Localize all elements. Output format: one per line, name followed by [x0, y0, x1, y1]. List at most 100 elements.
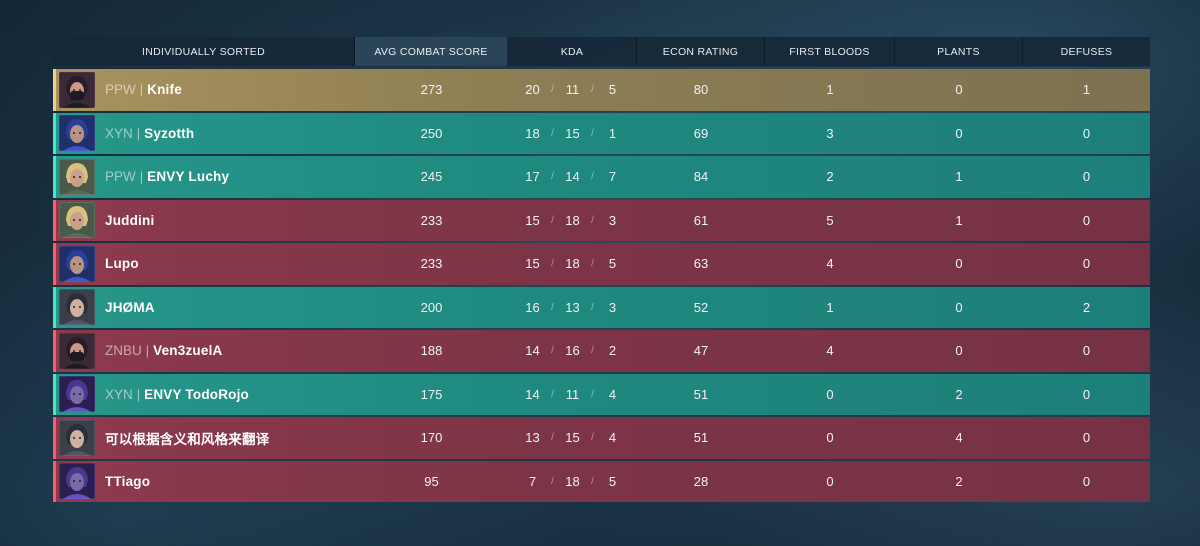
player-deaths: 15: [565, 430, 580, 446]
header-sort-econ[interactable]: ECON RATING: [637, 37, 765, 66]
player-row[interactable]: PPW | Knife 273 20 / 11 / 5 80 1 0 1: [53, 69, 1150, 111]
player-name: Syzotth: [144, 125, 195, 141]
player-kda: 15 / 18 / 5: [508, 243, 637, 285]
player-defuses: 2: [1082, 299, 1091, 315]
player-row[interactable]: | Lupo 233 15 / 18 / 5 63 4 0 0: [53, 243, 1150, 285]
player-name-cell: | Juddini: [53, 200, 355, 242]
player-assists: 5: [608, 256, 617, 272]
player-assists: 4: [608, 430, 617, 446]
player-acs: 188: [420, 343, 443, 359]
player-assists: 5: [608, 82, 617, 98]
player-row[interactable]: | Juddini 233 15 / 18 / 3 61 5 1 0: [53, 199, 1150, 242]
player-row[interactable]: | TTiago 95 7 / 18 / 5 28 0 2 0: [53, 460, 1150, 503]
tag-separator: |: [139, 82, 144, 98]
player-first-bloods: 0: [826, 473, 834, 489]
player-defuses: 0: [1082, 430, 1091, 446]
player-first-bloods: 0: [826, 386, 834, 402]
dark-haired-agent-avatar-icon: [59, 289, 95, 326]
player-plants: 0: [955, 343, 963, 359]
player-row[interactable]: | 可以根据含义和风格来翻译 170 13 / 15 / 4 51 0 4 0: [53, 417, 1150, 459]
player-assists: 3: [608, 299, 617, 315]
player-name: Lupo: [105, 256, 139, 272]
player-name: TTiago: [105, 473, 151, 489]
player-team-tag: XYN: [105, 386, 133, 402]
player-plants: 1: [955, 212, 963, 228]
kda-separator: /: [591, 171, 594, 183]
kda-separator: /: [551, 475, 554, 487]
player-kda: 20 / 11 / 5: [508, 69, 637, 111]
player-first-bloods: 2: [826, 169, 834, 185]
masked-agent-avatar-icon: [59, 71, 95, 108]
player-acs: 200: [420, 299, 443, 315]
header-sort-plants[interactable]: PLANTS: [895, 37, 1023, 66]
player-team-tag: PPW: [105, 169, 136, 185]
scoreboard: INDIVIDUALLY SORTED AVG COMBAT SCORE KDA…: [53, 37, 1150, 502]
kda-separator: /: [551, 388, 554, 400]
player-econ: 47: [693, 343, 709, 359]
tag-separator: |: [145, 343, 150, 359]
kda-separator: /: [591, 301, 594, 313]
player-kills: 7: [528, 473, 537, 489]
player-name-cell: PPW | ENVY Luchy: [53, 156, 355, 198]
player-kills: 20: [525, 82, 540, 98]
player-defuses: 0: [1082, 473, 1091, 489]
player-first-bloods: 5: [826, 212, 834, 228]
player-first-bloods: 1: [826, 82, 834, 98]
player-plants: 0: [955, 299, 963, 315]
purple-hooded-agent-avatar-icon: [59, 376, 95, 413]
player-defuses: 0: [1082, 343, 1091, 359]
player-acs: 245: [420, 169, 443, 185]
player-assists: 2: [608, 343, 617, 359]
player-name-cell: | Lupo: [53, 243, 355, 285]
kda-separator: /: [551, 214, 554, 226]
player-defuses: 0: [1082, 256, 1091, 272]
player-row[interactable]: ZNBU | Ven3zuelA 188 14 / 16 / 2 47 4 0 …: [53, 330, 1150, 372]
player-acs: 233: [420, 256, 443, 272]
player-name-cell: | TTiago: [53, 461, 355, 503]
header-sort-kda[interactable]: KDA: [508, 37, 637, 66]
header-sort-name[interactable]: INDIVIDUALLY SORTED: [53, 37, 355, 66]
player-econ: 28: [693, 473, 709, 489]
player-row[interactable]: XYN | ENVY TodoRojo 175 14 / 11 / 4 51 0…: [53, 373, 1150, 415]
player-plants: 4: [955, 430, 963, 446]
player-name: Juddini: [105, 212, 155, 228]
player-kda: 14 / 16 / 2: [508, 330, 637, 372]
header-sort-first-bloods[interactable]: FIRST BLOODS: [765, 37, 895, 66]
player-kills: 13: [525, 430, 540, 446]
player-row[interactable]: XYN | Syzotth 250 18 / 15 / 1 69 3 0 0: [53, 112, 1150, 154]
player-first-bloods: 1: [826, 299, 834, 315]
player-deaths: 18: [565, 256, 580, 272]
player-deaths: 14: [565, 169, 580, 185]
player-row[interactable]: | JHØMA 200 16 / 13 / 3 52 1 0 2: [53, 286, 1150, 328]
player-assists: 3: [608, 212, 617, 228]
dark-haired-agent-avatar-icon: [59, 419, 95, 456]
player-kills: 16: [525, 299, 540, 315]
purple-hooded-agent-avatar-icon: [59, 463, 95, 500]
player-acs: 170: [420, 430, 443, 446]
player-acs: 175: [420, 386, 443, 402]
player-row[interactable]: PPW | ENVY Luchy 245 17 / 14 / 7 84 2 1 …: [53, 156, 1150, 198]
blonde-agent-avatar-icon: [59, 202, 95, 239]
player-first-bloods: 3: [826, 125, 834, 141]
kda-separator: /: [591, 388, 594, 400]
player-kda: 17 / 14 / 7: [508, 156, 637, 198]
kda-separator: /: [551, 345, 554, 357]
player-plants: 0: [955, 82, 963, 98]
player-plants: 0: [955, 125, 963, 141]
player-team-tag: ZNBU: [105, 343, 142, 359]
player-defuses: 1: [1082, 82, 1091, 98]
player-assists: 5: [608, 473, 617, 489]
player-name-cell: ZNBU | Ven3zuelA: [53, 330, 355, 372]
header-sort-defuses[interactable]: DEFUSES: [1060, 45, 1113, 58]
header-sort-acs[interactable]: AVG COMBAT SCORE: [355, 37, 508, 66]
player-econ: 84: [693, 169, 709, 185]
player-rows: PPW | Knife 273 20 / 11 / 5 80 1 0 1: [53, 69, 1150, 502]
player-plants: 2: [955, 386, 963, 402]
player-kda: 13 / 15 / 4: [508, 417, 637, 459]
player-kills: 14: [525, 386, 540, 402]
player-kda: 7 / 18 / 5: [508, 461, 637, 503]
player-deaths: 18: [565, 212, 580, 228]
kda-separator: /: [591, 127, 594, 139]
player-name-cell: | 可以根据含义和风格来翻译: [53, 417, 355, 459]
kda-separator: /: [551, 84, 554, 96]
